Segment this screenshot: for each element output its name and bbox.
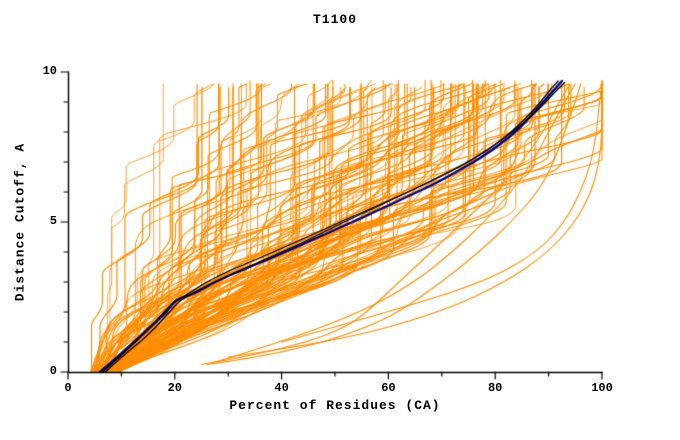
y-tick-label: 10 [42,64,57,78]
y-tick-label: 0 [49,364,57,378]
y-tick-label: 5 [49,214,57,228]
x-axis-label: Percent of Residues (CA) [229,398,441,413]
x-tick-label: 40 [274,381,289,395]
x-tick-label: 0 [64,381,72,395]
x-tick-label: 20 [167,381,182,395]
chart-title: T1100 [312,12,357,27]
x-tick-label: 100 [591,381,613,395]
x-tick-label: 60 [381,381,396,395]
x-tick-label: 80 [487,381,503,395]
y-axis-label: Distance Cutoff, A [12,142,28,302]
